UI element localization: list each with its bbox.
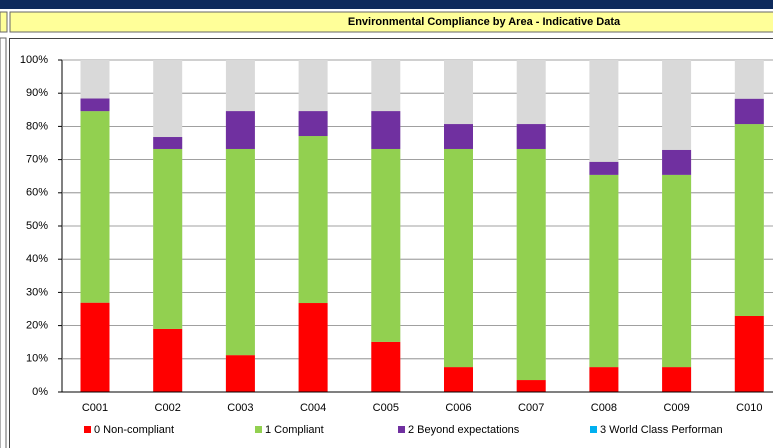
bar-segment <box>589 174 619 368</box>
x-tick-label: C008 <box>591 402 617 414</box>
legend-swatch <box>590 426 597 433</box>
x-tick-label: C007 <box>518 402 544 414</box>
bar-segment <box>153 328 183 392</box>
bar-segment <box>225 111 255 149</box>
y-tick-label: 90% <box>26 87 48 99</box>
bar-segment <box>589 161 619 175</box>
bar-segment <box>371 148 401 342</box>
side-frame <box>0 37 7 448</box>
header-bar <box>0 0 773 9</box>
bar-segment <box>444 124 473 149</box>
y-tick-label: 70% <box>26 154 48 166</box>
y-tick-label: 100% <box>20 54 48 66</box>
bar-segment <box>371 111 401 149</box>
bar-segment <box>662 174 692 368</box>
chart-title: Environmental Compliance by Area - Indic… <box>348 16 621 28</box>
bar-segment <box>225 355 255 392</box>
bar-segment <box>371 341 401 392</box>
y-tick-label: 60% <box>26 187 48 199</box>
y-tick-label: 80% <box>26 120 48 132</box>
title-bar <box>9 11 773 33</box>
bar-segment <box>734 124 764 316</box>
x-tick-label: C009 <box>663 402 689 414</box>
y-tick-label: 20% <box>26 320 48 332</box>
x-tick-label: C002 <box>155 402 181 414</box>
bar-segment <box>298 303 328 392</box>
bar-segment <box>516 148 546 381</box>
legend-swatch <box>84 426 91 433</box>
bar-segment <box>516 124 546 149</box>
x-tick-label: C001 <box>82 402 108 414</box>
bar-segment <box>734 315 764 392</box>
x-tick-label: C004 <box>300 402 326 414</box>
x-tick-label: C003 <box>227 402 253 414</box>
legend-label: 0 Non-compliant <box>94 424 174 436</box>
bar-segment <box>298 111 328 137</box>
x-tick-label: C005 <box>373 402 399 414</box>
legend-swatch <box>398 426 405 433</box>
bar-segment <box>444 148 473 368</box>
bar-segment <box>298 136 328 304</box>
legend-label: 1 Compliant <box>265 424 324 436</box>
side-cell <box>0 11 8 33</box>
bar-segment <box>225 148 255 356</box>
bar-segment <box>80 302 110 392</box>
bar-segment <box>80 111 110 303</box>
legend-swatch <box>255 426 262 433</box>
y-tick-label: 30% <box>26 286 48 298</box>
bar-segment <box>662 367 692 392</box>
y-tick-label: 40% <box>26 253 48 265</box>
y-tick-label: 10% <box>26 353 48 365</box>
y-tick-label: 0% <box>32 386 48 398</box>
x-tick-label: C010 <box>736 402 762 414</box>
bar-segment <box>516 380 546 392</box>
legend-label: 2 Beyond expectations <box>408 424 520 436</box>
bar-segment <box>734 98 764 125</box>
bar-segment <box>589 367 619 392</box>
y-tick-label: 50% <box>26 220 48 232</box>
legend-label: 3 World Class Performan <box>600 424 723 436</box>
bar-segment <box>444 367 473 392</box>
x-tick-label: C006 <box>445 402 471 414</box>
bar-segment <box>662 149 692 175</box>
bar-segment <box>153 148 183 329</box>
bar-segment <box>153 137 183 149</box>
bar-segment <box>80 98 110 112</box>
